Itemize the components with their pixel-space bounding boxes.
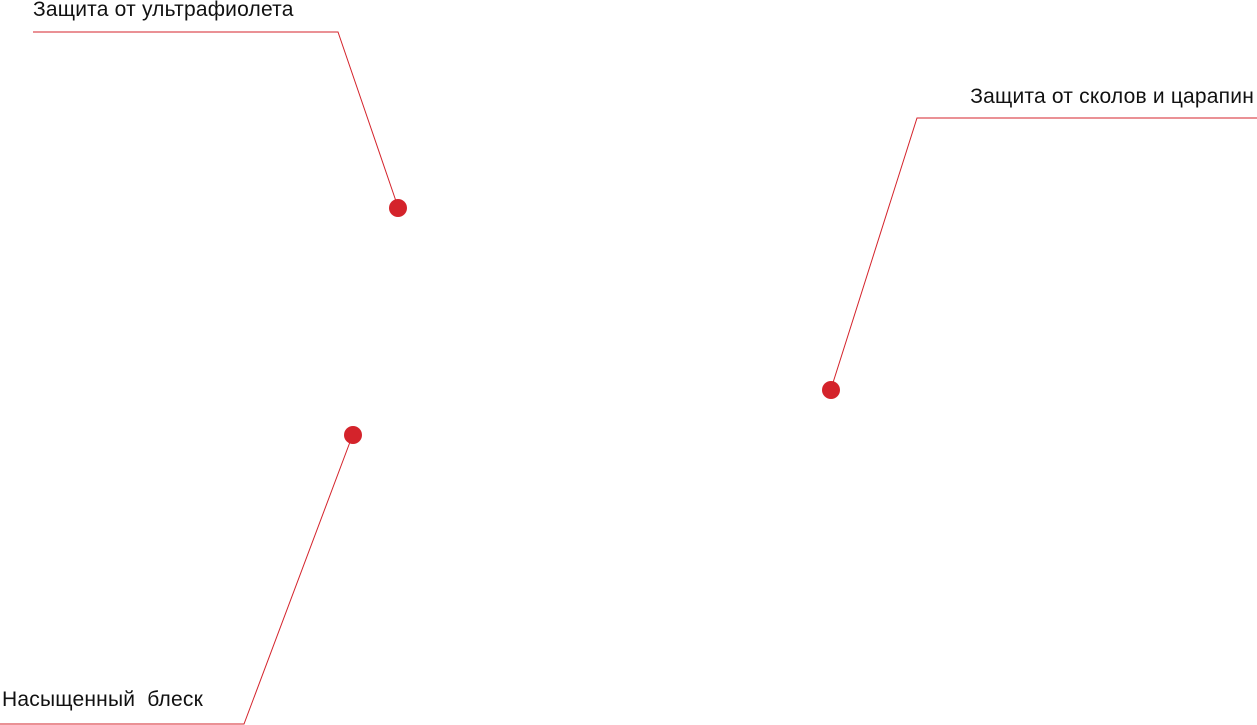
chips-callout-dot bbox=[822, 381, 840, 399]
chip-scratch-protection-label: Защита от сколов и царапин bbox=[970, 85, 1254, 109]
chips-callout-line bbox=[831, 118, 1257, 389]
rich-gloss-label: Насыщенный блеск bbox=[2, 688, 203, 712]
uv-callout-line bbox=[33, 32, 398, 207]
gloss-callout-line bbox=[0, 434, 353, 724]
gloss-callout-dot bbox=[344, 426, 362, 444]
uv-callout-dot bbox=[389, 199, 407, 217]
uv-protection-label: Защита от ультрафиолета bbox=[33, 0, 294, 22]
